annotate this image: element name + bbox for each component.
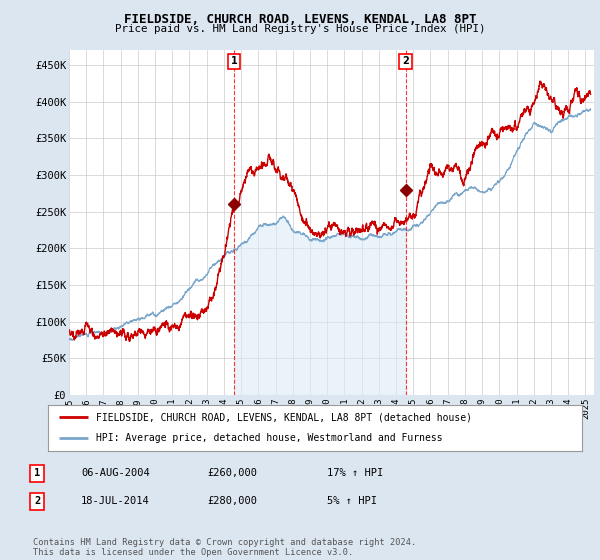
Text: 17% ↑ HPI: 17% ↑ HPI [327,468,383,478]
Text: HPI: Average price, detached house, Westmorland and Furness: HPI: Average price, detached house, West… [96,433,443,444]
Text: 2: 2 [34,496,40,506]
Text: 06-AUG-2004: 06-AUG-2004 [81,468,150,478]
Text: £280,000: £280,000 [207,496,257,506]
Text: 2: 2 [402,57,409,67]
Text: FIELDSIDE, CHURCH ROAD, LEVENS, KENDAL, LA8 8PT: FIELDSIDE, CHURCH ROAD, LEVENS, KENDAL, … [124,13,476,26]
Text: 5% ↑ HPI: 5% ↑ HPI [327,496,377,506]
Text: 1: 1 [34,468,40,478]
Text: FIELDSIDE, CHURCH ROAD, LEVENS, KENDAL, LA8 8PT (detached house): FIELDSIDE, CHURCH ROAD, LEVENS, KENDAL, … [96,412,472,422]
Text: Price paid vs. HM Land Registry's House Price Index (HPI): Price paid vs. HM Land Registry's House … [115,24,485,34]
Text: 1: 1 [231,57,238,67]
Text: Contains HM Land Registry data © Crown copyright and database right 2024.
This d: Contains HM Land Registry data © Crown c… [33,538,416,557]
Text: £260,000: £260,000 [207,468,257,478]
Text: 18-JUL-2014: 18-JUL-2014 [81,496,150,506]
